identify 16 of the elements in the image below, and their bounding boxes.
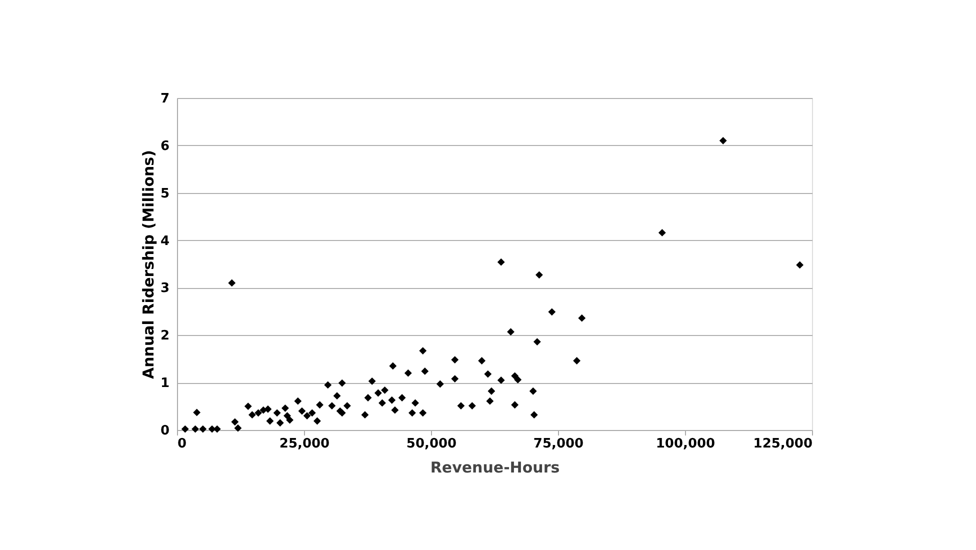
y-tick-label: 7	[160, 92, 170, 106]
y-tick-label: 0	[160, 424, 170, 438]
x-tick-label: 50,000	[406, 436, 457, 452]
y-tick-label: 4	[160, 234, 170, 249]
y-tick-label: 5	[160, 186, 170, 202]
y-tick-label: 2	[160, 328, 170, 344]
x-axis-title: Revenue-Hours	[430, 458, 560, 476]
y-tick-label: 1	[160, 376, 170, 392]
y-tick-label: 6	[160, 138, 170, 154]
x-tick-label: 125,000	[753, 436, 812, 452]
x-tick-label: 25,000	[279, 436, 330, 452]
y-tick-label: 3	[160, 281, 170, 296]
y-axis-title: Annual Ridership (Millions)	[139, 150, 158, 379]
x-tick-label: 100,000	[656, 436, 716, 452]
x-tick-label: 75,000	[533, 436, 584, 452]
x-tick-label: 0	[178, 436, 187, 452]
